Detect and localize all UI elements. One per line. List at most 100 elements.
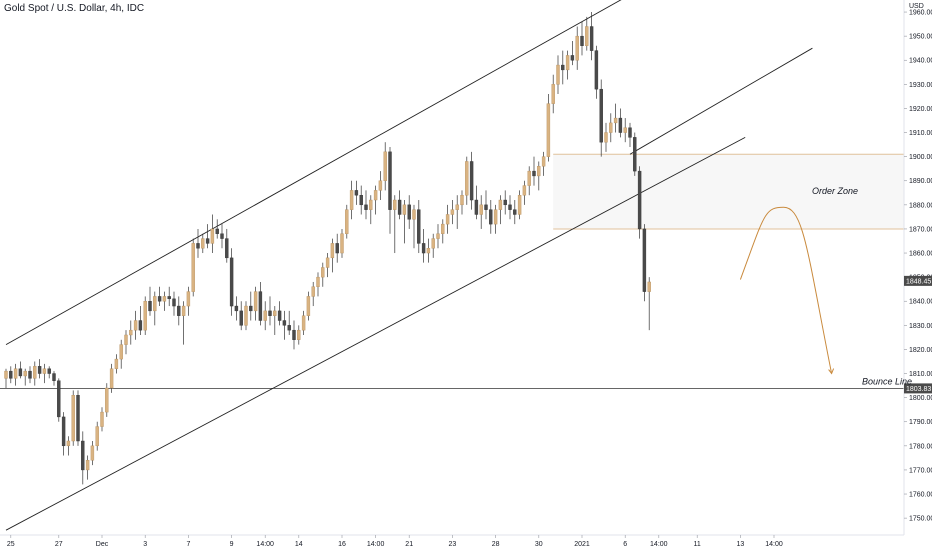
candle-body: [220, 233, 224, 239]
candle-body: [613, 117, 618, 124]
candle-body: [76, 395, 80, 442]
candle-body: [234, 305, 239, 312]
candle-body: [95, 426, 99, 447]
candle-body: [9, 370, 13, 379]
y-tick-label: 1810.00: [909, 371, 932, 378]
candle-body: [33, 366, 37, 379]
candle-body: [474, 199, 479, 215]
x-tick-label: 25: [7, 541, 15, 548]
candle-body: [575, 35, 579, 61]
y-tick-label: 1840.00: [909, 299, 932, 306]
candle-body: [551, 84, 555, 104]
y-tick-label: 1860.00: [909, 251, 932, 258]
y-tick-label: 1750.00: [909, 516, 932, 523]
candle-body: [441, 223, 445, 234]
candle-body: [642, 228, 647, 292]
candle-body: [292, 329, 296, 340]
x-tick-label: 13: [737, 541, 745, 548]
candle-body: [594, 50, 599, 90]
bounce-line-tag: 1803.83: [906, 386, 931, 393]
candle-body: [210, 228, 215, 244]
candle-body: [28, 370, 32, 379]
candle-body: [340, 233, 344, 254]
candle-body: [426, 248, 431, 254]
candle-body: [215, 228, 219, 234]
candle-body: [321, 267, 325, 278]
candle-body: [306, 296, 311, 316]
candle-body: [143, 301, 147, 331]
x-tick-label: 3: [143, 541, 147, 548]
y-tick-label: 1820.00: [909, 347, 932, 354]
candle-body: [71, 395, 75, 442]
candle-body: [513, 209, 517, 215]
y-tick-label: 1950.00: [909, 34, 932, 41]
candle-body: [397, 199, 402, 215]
candle-body: [186, 291, 191, 307]
x-tick-label: 9: [230, 541, 234, 548]
candle-body: [124, 334, 128, 345]
candle-body: [407, 204, 411, 220]
candle-body: [201, 238, 205, 249]
candle-body: [42, 368, 47, 374]
candle-body: [388, 151, 392, 210]
y-tick-label: 1940.00: [909, 58, 932, 65]
x-tick-label: 16: [338, 541, 346, 548]
currency-label: USD: [909, 3, 924, 10]
candle-body: [119, 344, 123, 360]
candle-body: [556, 64, 560, 85]
candle-body: [273, 310, 277, 316]
candle-body: [402, 204, 407, 215]
x-tick-label: Dec: [96, 541, 109, 548]
candle-body: [546, 103, 551, 157]
candle-body: [52, 373, 56, 381]
candle-body: [421, 243, 426, 254]
candle-body: [177, 305, 181, 316]
candle-body: [181, 305, 186, 316]
candle-body: [239, 310, 243, 326]
candle-body: [383, 151, 387, 181]
candle-body: [609, 122, 613, 133]
y-tick-label: 1800.00: [909, 395, 932, 402]
candle-body: [287, 325, 291, 331]
candle-body: [431, 238, 435, 249]
candle-body: [417, 209, 421, 244]
candle-body: [359, 195, 363, 206]
candle-body: [196, 243, 200, 249]
candle-body: [249, 305, 253, 312]
candle-body: [393, 199, 397, 210]
candle-body: [167, 296, 171, 300]
candle-body: [105, 387, 109, 413]
candle-body: [225, 238, 229, 259]
candle-body: [153, 296, 157, 312]
candle-body: [100, 411, 104, 427]
candle-body: [253, 291, 258, 312]
y-tick-label: 1780.00: [909, 443, 932, 450]
candle-body: [301, 315, 306, 331]
candle-body: [412, 209, 416, 220]
candle-body: [335, 243, 339, 254]
candle-body: [157, 296, 162, 302]
candle-body: [162, 296, 167, 302]
y-tick-label: 1830.00: [909, 323, 932, 330]
candle-body: [479, 204, 483, 215]
y-tick-label: 1880.00: [909, 202, 932, 209]
candle-body: [138, 320, 143, 331]
projection-arrowhead: [828, 368, 835, 375]
candle-body: [618, 117, 623, 133]
candle-body: [191, 243, 195, 292]
candle-body: [460, 195, 464, 206]
price-axis: 1750.00 1760.00 1770.00 1780.00 1790.00 1800.…: [903, 0, 932, 535]
bounce-line-tag-bg: [904, 383, 932, 394]
candle-body: [450, 209, 455, 215]
current-price-tag: 1848.45: [906, 278, 931, 285]
candle-body: [282, 320, 287, 326]
candle-body: [604, 132, 608, 143]
candle-body: [330, 243, 335, 259]
candle-body: [589, 26, 594, 51]
order-zone-layer: [553, 153, 904, 230]
y-tick-label: 1890.00: [909, 178, 932, 185]
candle-body: [532, 170, 536, 177]
x-tick-label: 27: [55, 541, 63, 548]
x-tick-label: 14:00: [367, 541, 385, 548]
